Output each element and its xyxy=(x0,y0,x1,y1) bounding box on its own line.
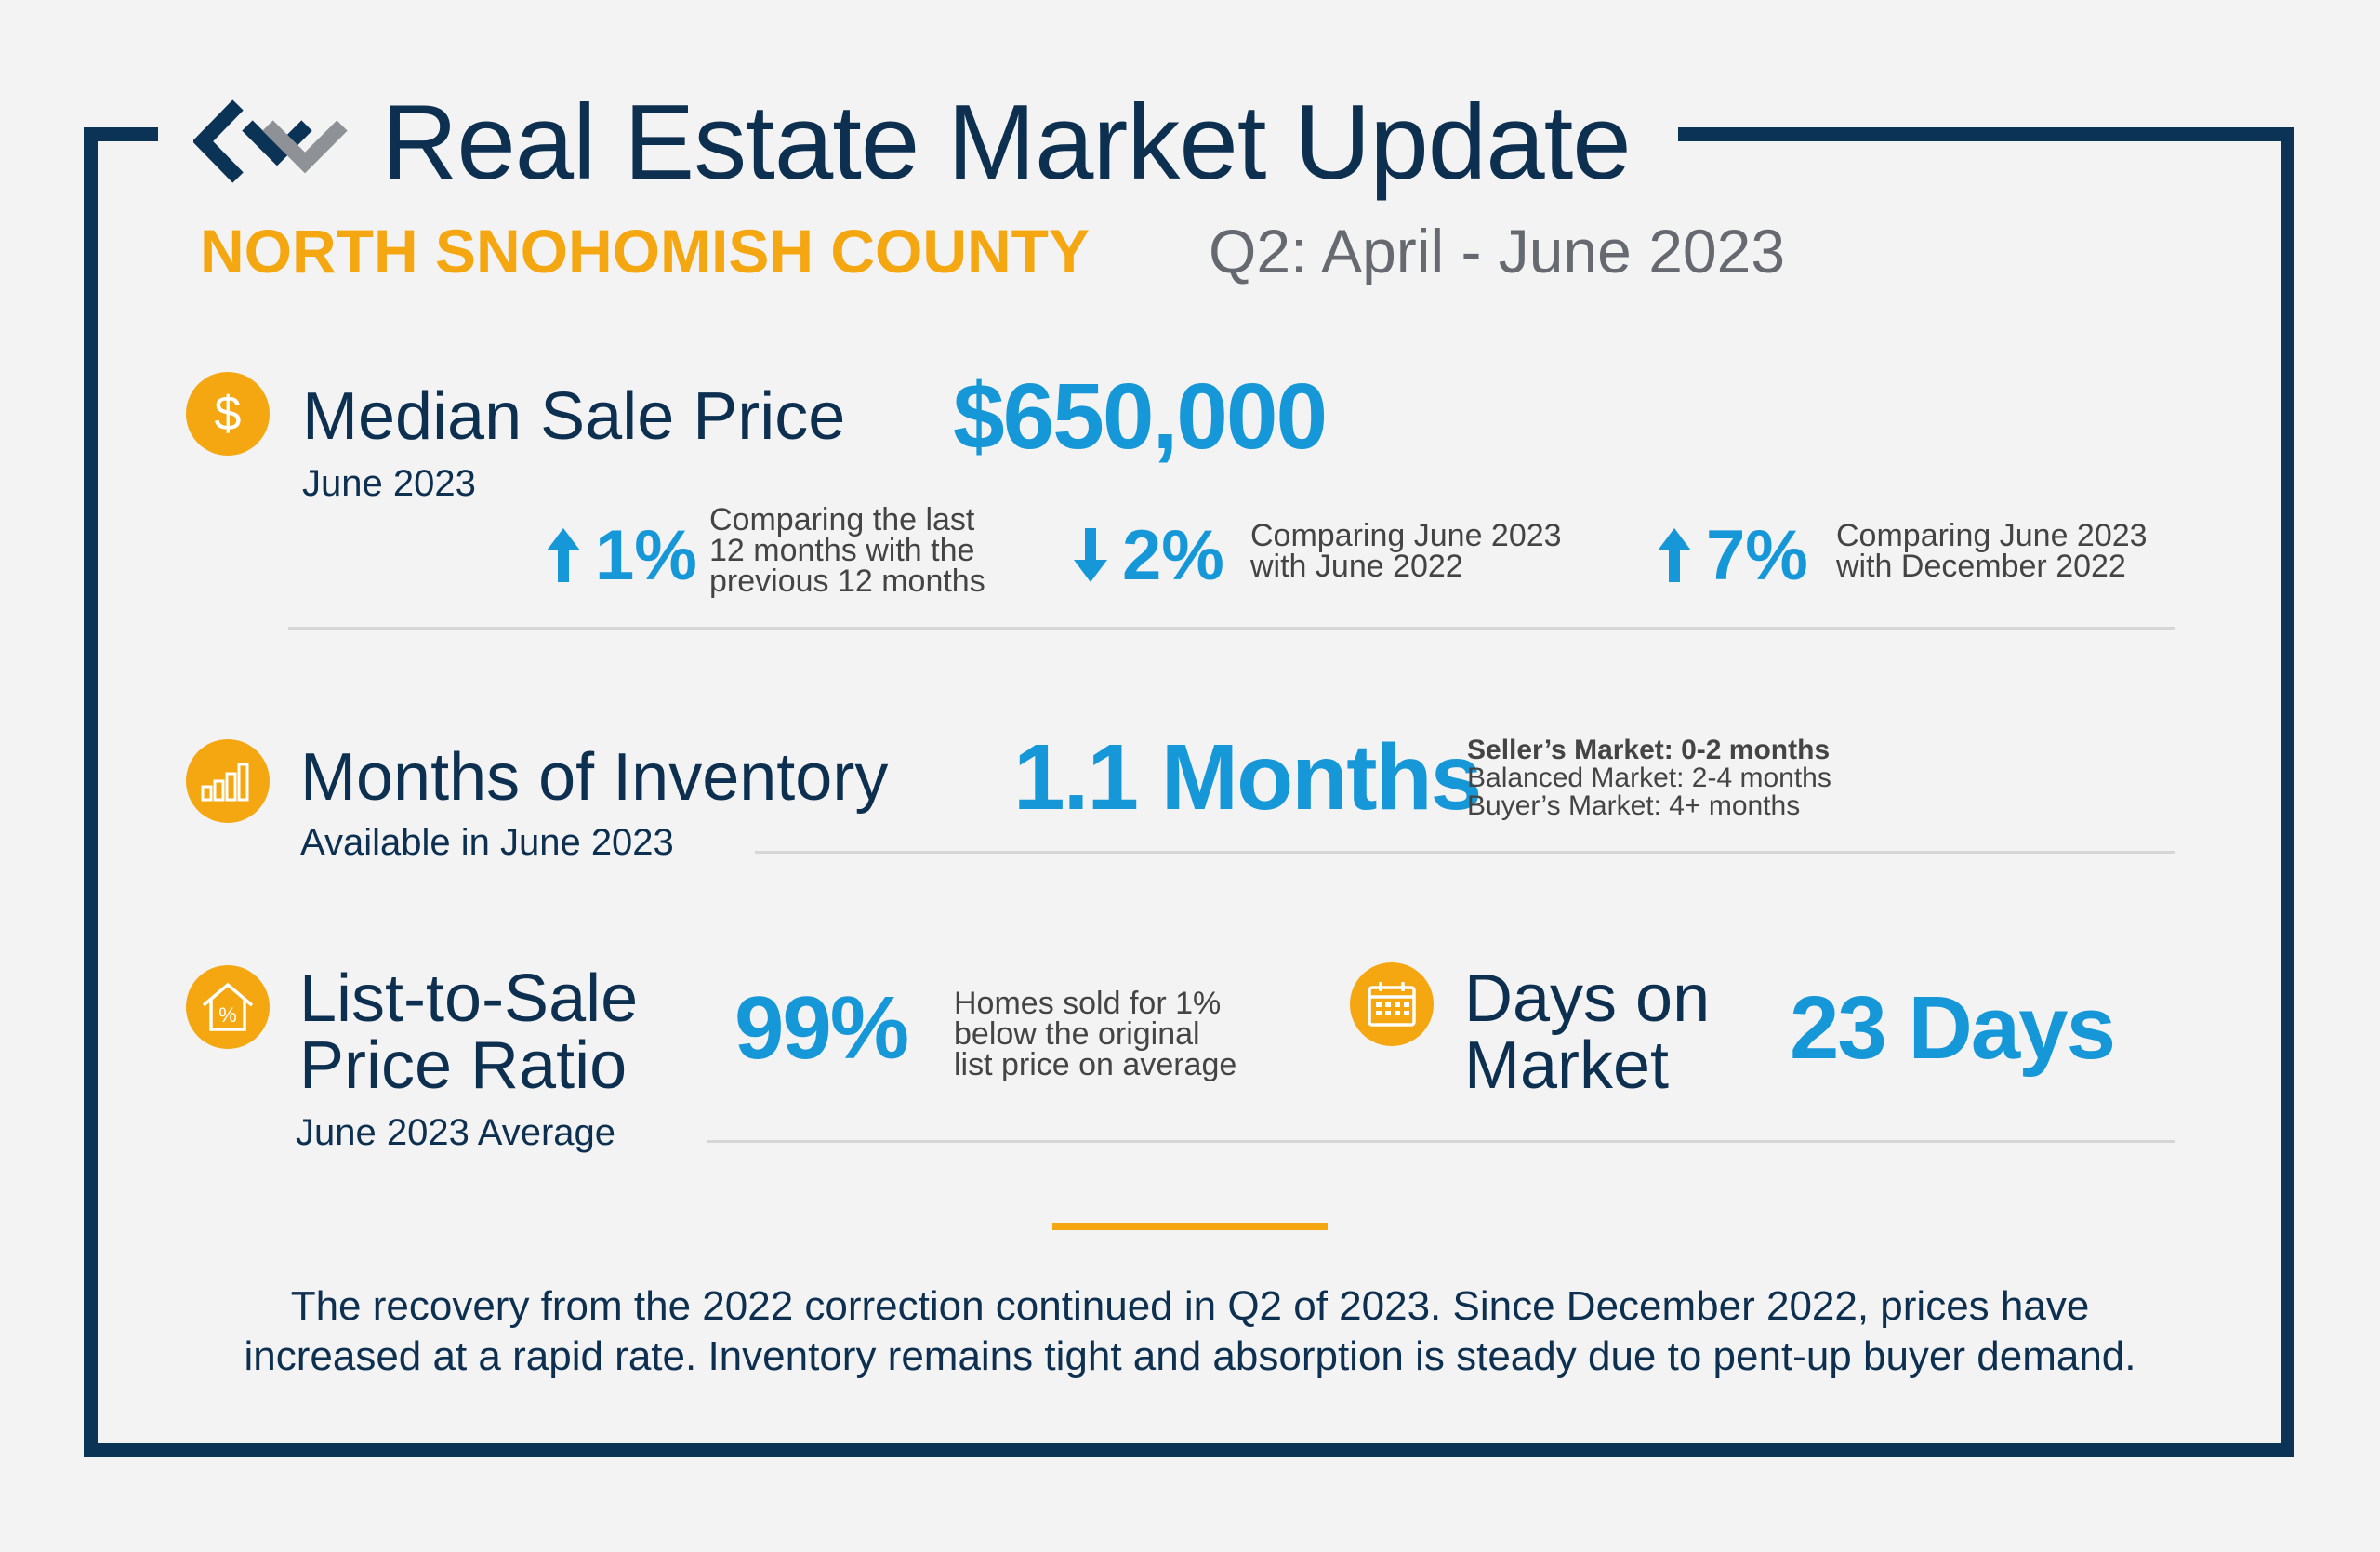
page-title: Real Estate Market Update xyxy=(381,84,1632,202)
inventory-value: 1.1 Months xyxy=(1013,725,1482,829)
calendar-icon xyxy=(1350,962,1434,1046)
days-on-market-value: 23 Days xyxy=(1790,978,2116,1078)
comparison-note: Comparing the last 12 months with the pr… xyxy=(709,502,985,599)
comparison-note: Comparing June 2023 with December 2022 xyxy=(1836,518,2148,584)
svg-text:%: % xyxy=(218,1003,237,1027)
accent-bar xyxy=(1052,1223,1328,1230)
comparison-note: Comparing June 2023 with June 2022 xyxy=(1250,518,1562,584)
median-price-sub-label: June 2023 xyxy=(302,463,476,504)
inventory-sub-label: Available in June 2023 xyxy=(300,822,674,863)
list-to-sale-note: Homes sold for 1% below the original lis… xyxy=(954,986,1237,1082)
arrow-up-icon xyxy=(547,528,580,582)
market-legend: Seller’s Market: 0-2 months Balanced Mar… xyxy=(1467,735,1831,821)
divider xyxy=(288,627,2175,630)
median-price-label: Median Sale Price xyxy=(302,379,846,454)
summary-text: The recovery from the 2022 correction co… xyxy=(244,1283,2136,1379)
comparison-value: 2% xyxy=(1122,516,1224,595)
list-to-sale-sub-label: June 2023 Average xyxy=(296,1112,616,1153)
days-on-market-label: Days on Market xyxy=(1464,962,1711,1103)
dollar-icon: $ xyxy=(186,372,270,456)
logo-mark xyxy=(193,99,348,183)
house-percent-icon: % xyxy=(186,965,270,1049)
region-label: NORTH SNOHOMISH COUNTY xyxy=(200,217,1090,285)
frame-gap xyxy=(158,112,1678,158)
divider xyxy=(707,1140,2175,1143)
bar-chart-icon xyxy=(186,739,270,823)
list-to-sale-value: 99% xyxy=(734,978,909,1078)
median-price-value: $650,000 xyxy=(953,365,1328,469)
divider xyxy=(755,851,2175,854)
quarter-label: Q2: April - June 2023 xyxy=(1209,217,1786,285)
svg-text:$: $ xyxy=(215,387,242,441)
list-to-sale-label: List-to-Sale Price Ratio xyxy=(299,962,639,1103)
arrow-down-icon xyxy=(1074,528,1107,582)
comparison-value: 7% xyxy=(1706,516,1808,595)
inventory-label: Months of Inventory xyxy=(300,740,889,815)
arrow-up-icon xyxy=(1658,528,1691,582)
comparison-value: 1% xyxy=(595,516,697,595)
